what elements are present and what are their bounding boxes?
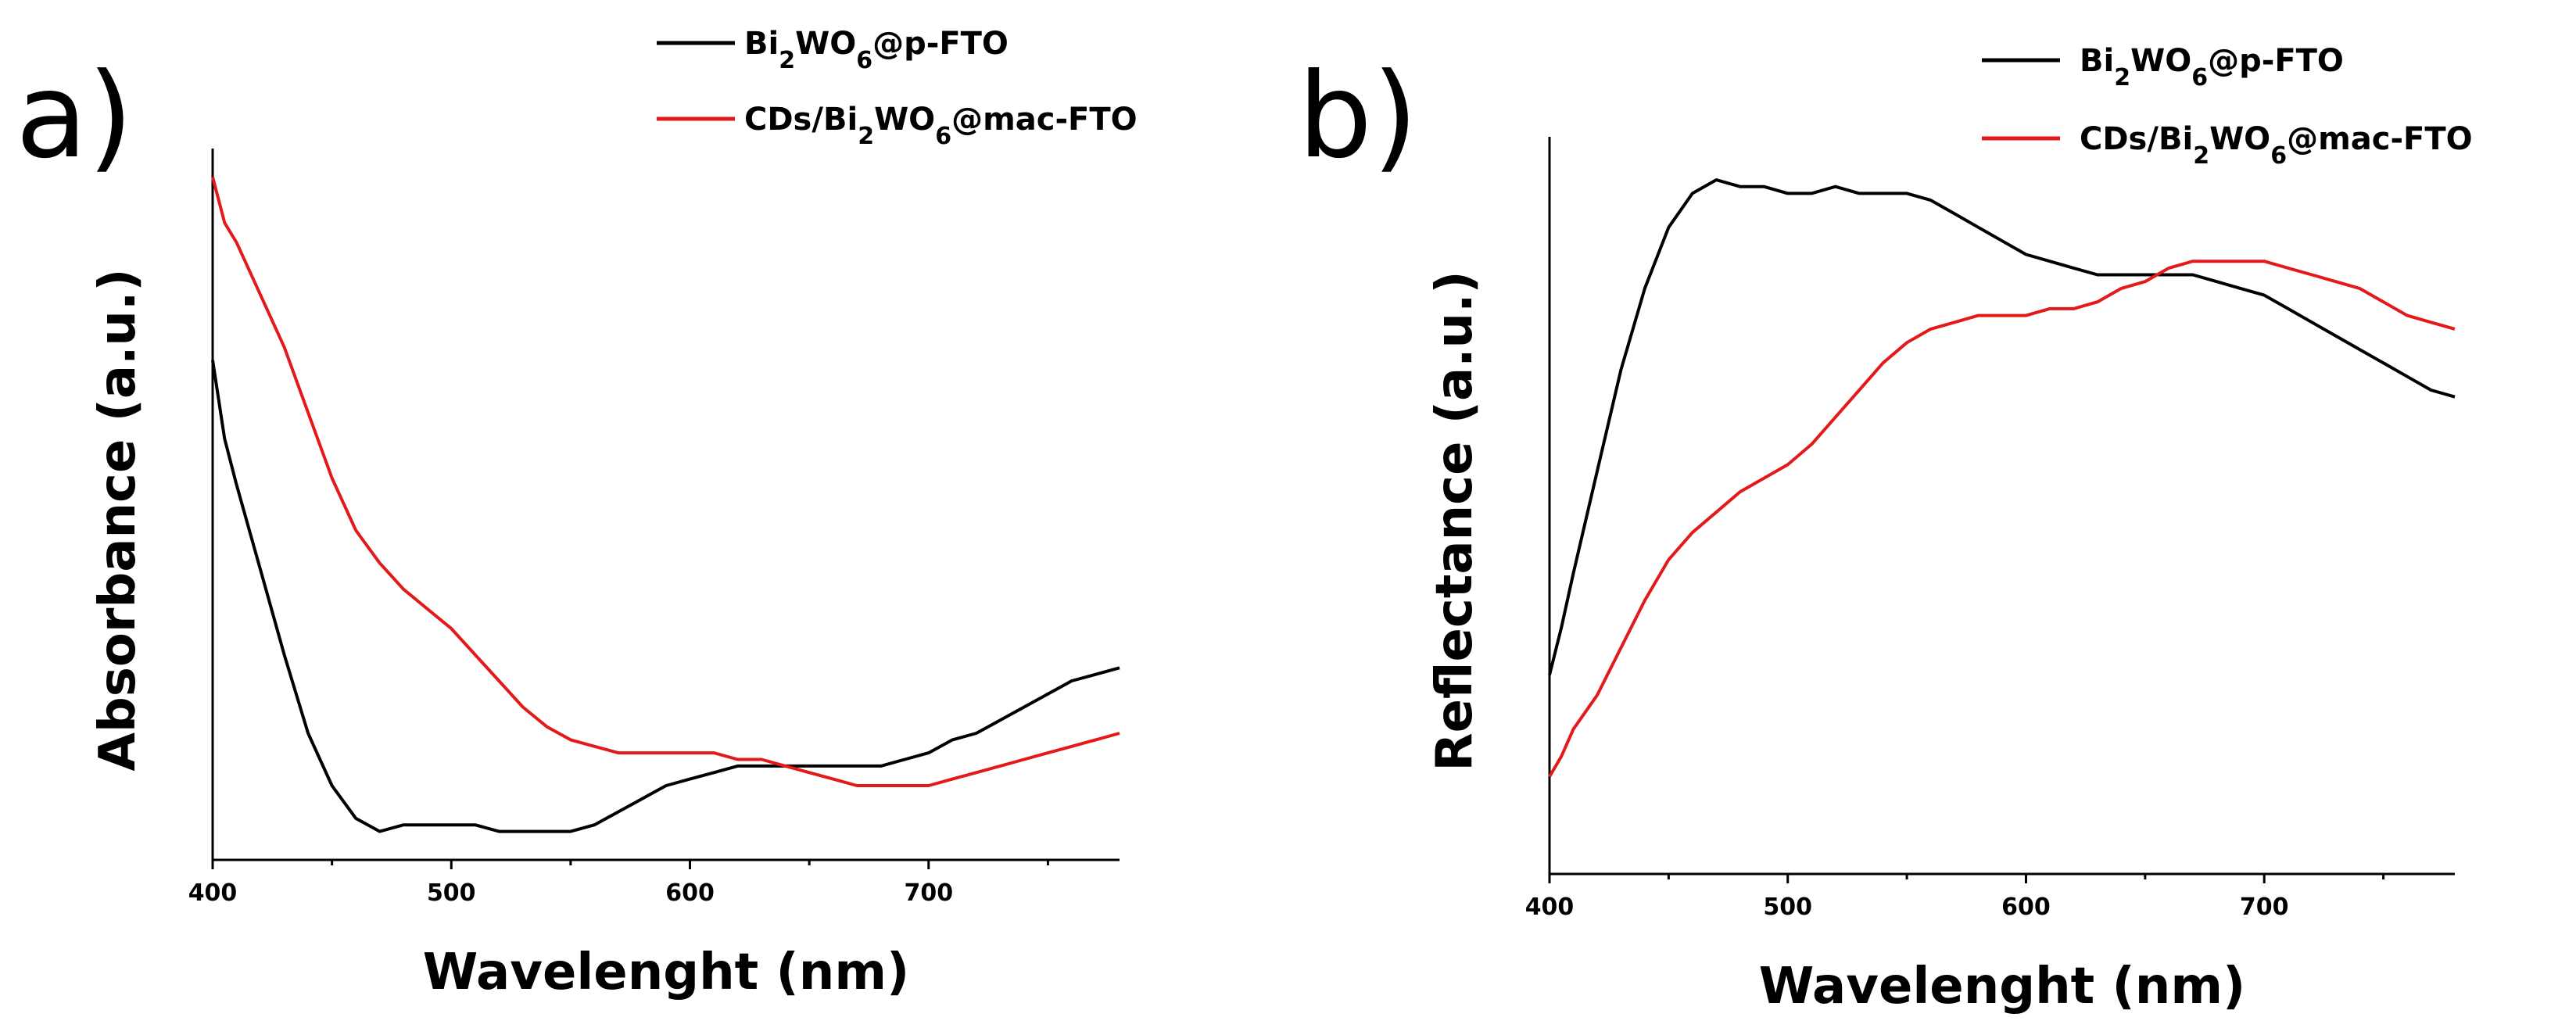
x-tick-label: 400 bbox=[1525, 894, 1575, 921]
panel-b-legend: Bi2WO6@p-FTO CDs/Bi2WO6@mac-FTO bbox=[1982, 43, 2473, 170]
panel-b: b) Bi2WO6@p-FTO CDs/Bi2WO6@mac-FTO 400 50… bbox=[1298, 43, 2473, 1015]
panel-a-legend: Bi2WO6@p-FTO CDs/Bi2WO6@mac-FTO bbox=[657, 26, 1138, 150]
panel-a-series-bi2wo6-line bbox=[211, 360, 1120, 833]
panel-a-legend-label-cds: CDs/Bi2WO6@mac-FTO bbox=[744, 102, 1138, 150]
x-tick-label: 700 bbox=[2240, 894, 2289, 921]
panel-b-legend-label-bi2wo6: Bi2WO6@p-FTO bbox=[2080, 43, 2344, 91]
x-tick-label: 600 bbox=[2001, 894, 2051, 921]
panel-a-x-ticks: 400 500 600 700 bbox=[188, 860, 1049, 907]
panel-b-series-cds-line bbox=[1548, 260, 2456, 778]
panel-a-legend-label-bi2wo6: Bi2WO6@p-FTO bbox=[744, 26, 1009, 74]
panel-b-legend-label-cds: CDs/Bi2WO6@mac-FTO bbox=[2080, 121, 2473, 170]
panel-a-series-cds-line bbox=[211, 176, 1120, 787]
panel-b-y-axis-title: Reflectance (a.u.) bbox=[1426, 270, 1484, 771]
panel-a-y-axis-title: Absorbance (a.u.) bbox=[89, 268, 147, 771]
x-tick-label: 700 bbox=[904, 879, 953, 907]
panel-b-letter: b) bbox=[1298, 48, 1418, 184]
panel-b-series-bi2wo6-line bbox=[1548, 178, 2456, 675]
panel-a: a) Bi2WO6@p-FTO CDs/Bi2WO6@mac-FTO 400 50… bbox=[16, 26, 1138, 1001]
x-tick-label: 600 bbox=[665, 879, 715, 907]
x-tick-label: 500 bbox=[1763, 894, 1812, 921]
panel-b-x-axis-title: Wavelenght (nm) bbox=[1759, 958, 2246, 1015]
x-tick-label: 400 bbox=[188, 879, 238, 907]
x-tick-label: 500 bbox=[427, 879, 476, 907]
panel-a-letter: a) bbox=[16, 48, 133, 184]
panel-b-x-ticks: 400 500 600 700 bbox=[1525, 874, 2385, 921]
panel-a-x-axis-title: Wavelenght (nm) bbox=[423, 944, 910, 1001]
